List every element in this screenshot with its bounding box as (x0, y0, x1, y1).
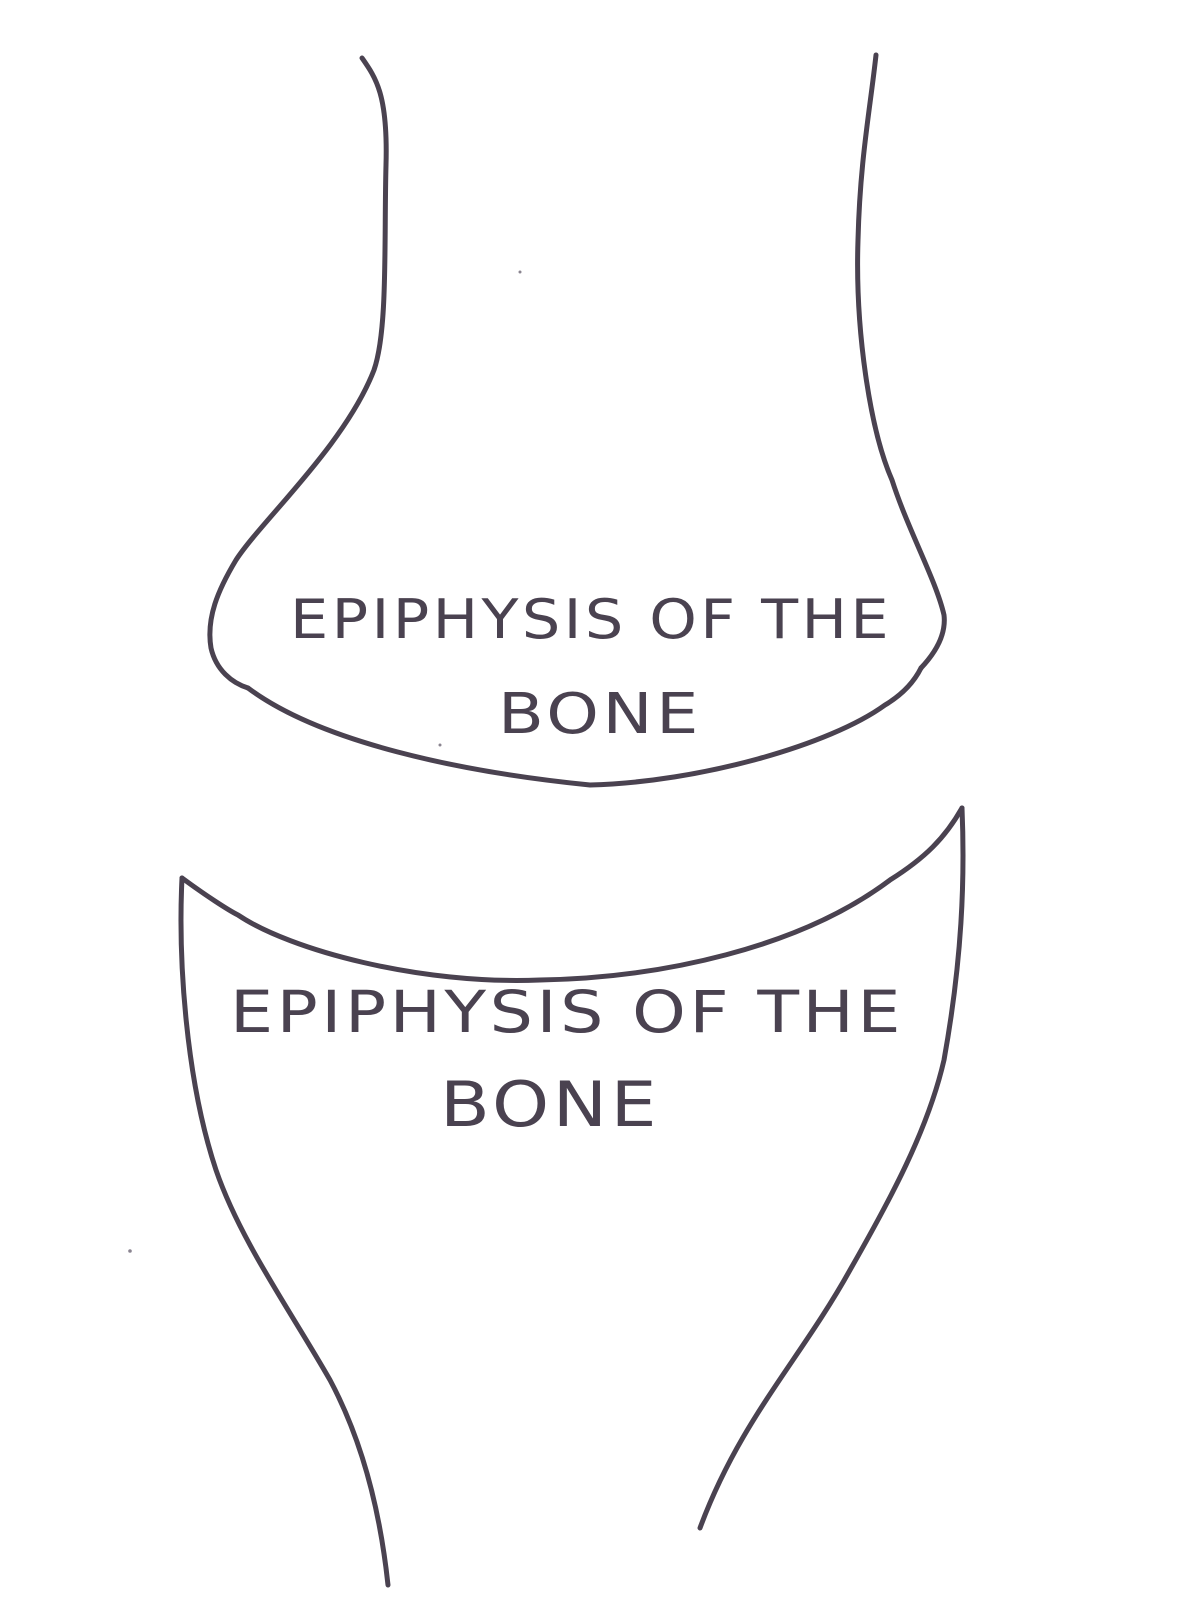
paper-speck (438, 743, 442, 747)
upper-bone-label: EPIPHYSIS OF THE BONE (290, 588, 892, 747)
upper-bone-bottom-edge (245, 665, 924, 788)
lower-label-line2: BONE (440, 1068, 660, 1141)
lower-bone-top-edge (179, 805, 965, 983)
upper-label-line2: BONE (498, 682, 702, 747)
lower-bone-right-edge (697, 805, 966, 1531)
paper-speck (128, 1249, 132, 1253)
upper-bone (207, 52, 947, 788)
paper-speck (518, 270, 522, 274)
upper-label-line1: EPIPHYSIS OF THE (290, 588, 892, 651)
upper-bone-left-edge (207, 55, 389, 691)
lower-bone-left-edge (178, 875, 391, 1588)
lower-label-line1: EPIPHYSIS OF THE (230, 978, 904, 1046)
lower-bone-label: EPIPHYSIS OF THE BONE (230, 978, 904, 1141)
upper-bone-right-edge (855, 52, 947, 671)
lower-bone (178, 805, 966, 1588)
